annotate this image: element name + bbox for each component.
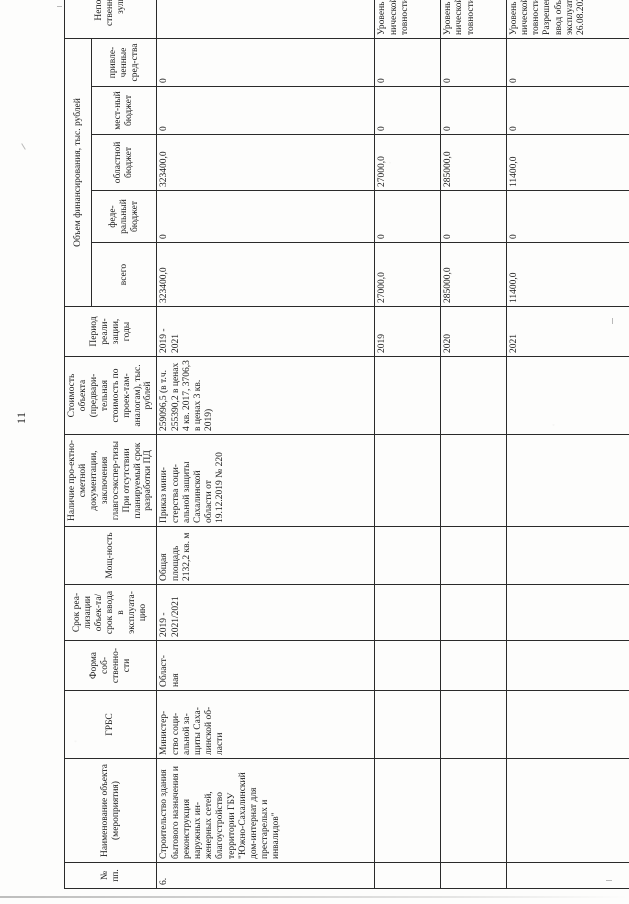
- cell-result: Уровень тех-нической го-товности - 50%: [374, 0, 441, 39]
- header-attracted-funds: привле-ченные сред-ства: [91, 38, 157, 87]
- header-grbs: ГРБС: [64, 690, 157, 759]
- cell-period: 2019: [374, 306, 441, 357]
- header-federal-budget: феде-ральный бюджет: [91, 190, 157, 243]
- header-term: Срок реа-лизации объек-та/срок ввода в э…: [64, 584, 157, 641]
- cell-total: 27000,0: [374, 242, 441, 307]
- scan-speck: [21, 143, 26, 150]
- cell-attracted-funds: 0: [374, 38, 441, 87]
- cell-result: [156, 0, 375, 39]
- header-no: № пп.: [64, 862, 157, 889]
- cell-regional-budget: 11400,0: [506, 134, 629, 191]
- cell-ownership-form: [374, 640, 441, 691]
- cell-attracted-funds: 0: [506, 38, 629, 87]
- cell-period: 2021: [506, 306, 629, 357]
- cell-no: [374, 862, 441, 889]
- cell-grbs: [440, 690, 507, 759]
- cell-power: [506, 526, 629, 585]
- cell-name: [440, 758, 507, 863]
- cell-power: Общая площадь 2132,2 кв. м: [156, 526, 375, 585]
- scan-edge: [0, 896, 629, 898]
- cell-documentation: [440, 434, 507, 527]
- cell-attracted-funds: 0: [440, 38, 507, 87]
- table-row: 2020 285000,0 0 285000,0 0 0 Уровень тех…: [440, 0, 507, 889]
- rotated-table-container: № пп. Наименование объекта (мероприятия)…: [64, 0, 629, 889]
- cell-federal-budget: 0: [156, 190, 375, 243]
- cell-documentation: [374, 434, 441, 527]
- table-row: 2021 11400,0 0 11400,0 0 0 Уровень тех-н…: [506, 0, 629, 889]
- cell-total: 11400,0: [506, 242, 629, 307]
- cell-ownership-form: Област-ная: [156, 640, 375, 691]
- cell-grbs: [374, 690, 441, 759]
- cell-grbs: [506, 690, 629, 759]
- header-cost: Стоимость объекта (предвари-тельная стои…: [64, 356, 157, 435]
- cell-period: 2020: [440, 306, 507, 357]
- header-power: Мощ-ность: [64, 526, 157, 585]
- cell-term: [374, 584, 441, 641]
- header-name: Наименование объекта (мероприятия): [64, 758, 157, 863]
- cell-federal-budget: 0: [374, 190, 441, 243]
- cell-federal-budget: 0: [506, 190, 629, 243]
- scan-speck: [57, 6, 62, 7]
- header-period: Период реали-зации, годы: [64, 306, 157, 357]
- header-row-top: № пп. Наименование объекта (мероприятия)…: [64, 0, 157, 889]
- table-row: 2019 27000,0 0 27000,0 0 0 Уровень тех-н…: [374, 0, 441, 889]
- cell-grbs: Министер-ство соци-альной за-щиты Саха-л…: [156, 690, 375, 759]
- cell-local-budget: 0: [506, 86, 629, 135]
- page-number: 11: [14, 411, 28, 424]
- cell-term: 2019 - 2021/2021: [156, 584, 375, 641]
- cell-regional-budget: 27000,0: [374, 134, 441, 191]
- cell-power: [440, 526, 507, 585]
- cell-no: [440, 862, 507, 889]
- table-row: 6. Строительство здания бытового назначе…: [156, 0, 375, 889]
- cell-name: [506, 758, 629, 863]
- cell-cost: [374, 356, 441, 435]
- cell-cost: [440, 356, 507, 435]
- cell-attracted-funds: 0: [156, 38, 375, 87]
- header-documentation: Наличие про-ектно-сметной документации, …: [64, 434, 157, 527]
- cell-result: Уровень тех-нической го-товности - 100% …: [506, 0, 629, 39]
- cell-no: 6.: [156, 862, 375, 889]
- cell-regional-budget: 323400,0: [156, 134, 375, 191]
- cell-total: 323400,0: [156, 242, 375, 307]
- cell-name: Строительство здания бытового назначения…: [156, 758, 375, 863]
- header-result: Непосред-ственный ре-зультат: [64, 0, 157, 39]
- header-local-budget: мест-ный бюджет: [91, 86, 157, 135]
- table-body: 6. Строительство здания бытового назначе…: [156, 0, 629, 889]
- cell-total: 285000,0: [440, 242, 507, 307]
- cell-ownership-form: [440, 640, 507, 691]
- cell-cost: [506, 356, 629, 435]
- header-total: всего: [91, 242, 157, 307]
- cell-regional-budget: 285000,0: [440, 134, 507, 191]
- header-regional-budget: областной бюджет: [91, 134, 157, 191]
- cell-power: [374, 526, 441, 585]
- cell-local-budget: 0: [156, 86, 375, 135]
- cell-no: [506, 862, 629, 889]
- cell-period: 2019 - 2021: [156, 306, 375, 357]
- cell-result: Уровень тех-нической го-товности - 96%: [440, 0, 507, 39]
- cell-federal-budget: 0: [440, 190, 507, 243]
- header-financing-group: Объем финансирования, тыс. рублей: [64, 38, 92, 307]
- cell-local-budget: 0: [440, 86, 507, 135]
- table-header: № пп. Наименование объекта (мероприятия)…: [64, 0, 157, 889]
- cell-term: [440, 584, 507, 641]
- cell-local-budget: 0: [374, 86, 441, 135]
- cell-name: [374, 758, 441, 863]
- cell-documentation: Приказ мини-стерства соци-альной защиты …: [156, 434, 375, 527]
- cell-documentation: [506, 434, 629, 527]
- cell-term: [506, 584, 629, 641]
- financing-table: № пп. Наименование объекта (мероприятия)…: [64, 0, 629, 889]
- header-ownership-form: Форма соб-ственно-сти: [64, 640, 157, 691]
- cell-cost: 259096,5 (в т.ч. 255390,2 в ценах 4 кв. …: [156, 356, 375, 435]
- cell-ownership-form: [506, 640, 629, 691]
